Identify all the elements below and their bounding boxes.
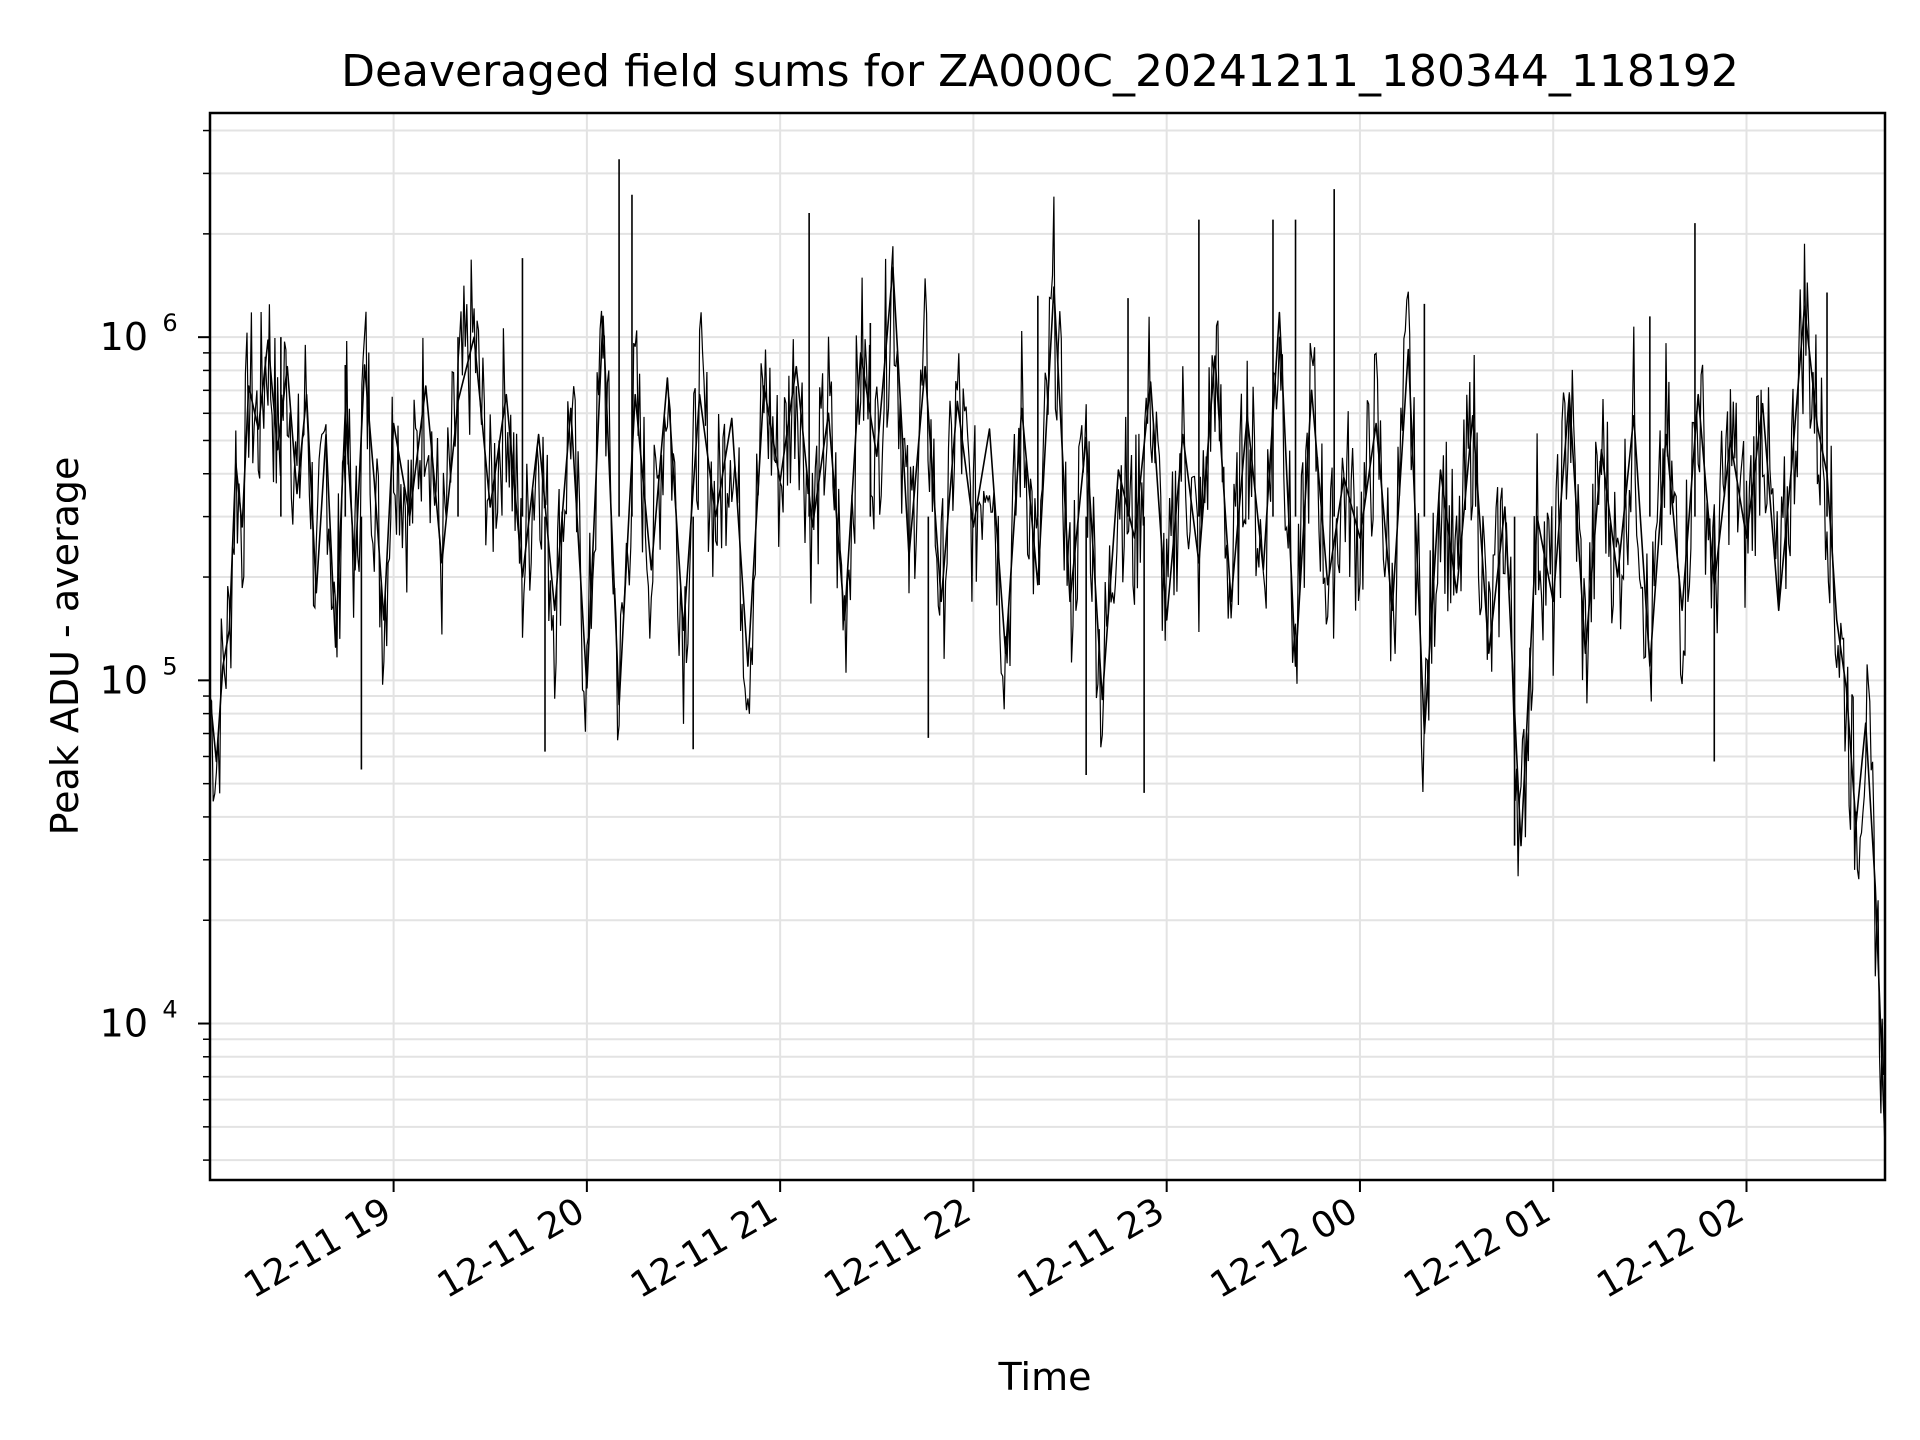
y-tick-label: 10 xyxy=(100,658,148,702)
y-tick-exponent: 5 xyxy=(162,652,177,680)
y-axis-ticks: 10 4 10 5 10 6 xyxy=(100,129,210,1161)
y-tick-label: 10 xyxy=(100,315,148,359)
series-group xyxy=(209,196,1886,1143)
spikes-group xyxy=(280,159,1828,846)
y-axis-label: Peak ADU - average xyxy=(43,457,87,836)
x-axis-label: Time xyxy=(998,1355,1092,1399)
y-tick-label: 10 xyxy=(100,1002,148,1046)
y-tick-exponent: 4 xyxy=(162,996,177,1024)
chart-title: Deaveraged field sums for ZA000C_2024121… xyxy=(341,46,1739,97)
y-tick-exponent: 6 xyxy=(162,309,177,337)
plot-frame xyxy=(208,111,1887,1182)
series-noise xyxy=(209,196,1885,1114)
